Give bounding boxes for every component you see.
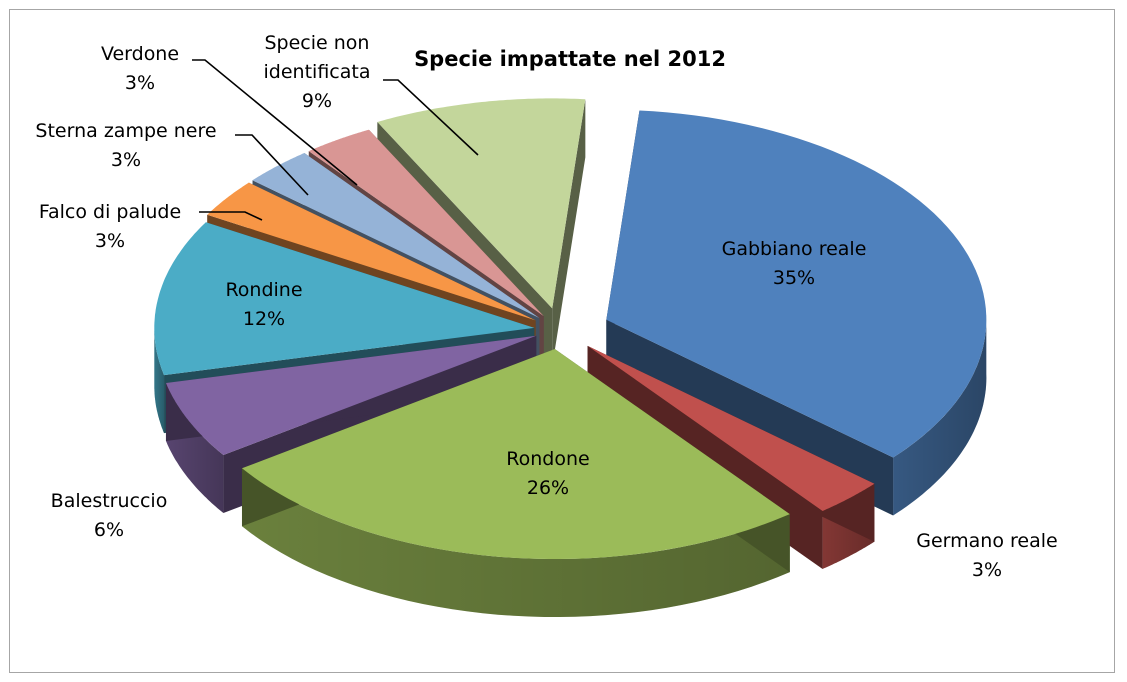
data-label-percent: 12% [243,308,285,330]
data-label-specie-non-identificata: Specie non identificata 9% [264,32,371,112]
data-label-germano-reale: Germano reale 3% [916,530,1057,581]
data-label-rondone: Rondone 26% [506,448,589,499]
chart-title: Specie impattate nel 2012 [414,47,726,71]
leader-line-5 [199,211,263,221]
data-label-name: Rondone [506,448,589,470]
slice-top-verdone [308,129,544,317]
data-label-balestruccio: Balestruccio 6% [51,490,168,541]
slice-top-falco-di-palude [207,182,536,321]
slice-top-rondone [242,349,790,559]
slice-side-shade-2-0 [242,468,790,617]
data-label-percent: 3% [972,559,1002,581]
slice-top-germano-reale [587,345,875,511]
leader-line-7 [192,59,358,186]
slice-top-sterna-zampe-nere [252,153,540,319]
data-label-name-line-1: Specie non [265,32,370,54]
data-label-percent: 35% [773,267,815,289]
slice-top-balestruccio [166,335,537,455]
data-label-name: Verdone [101,43,179,65]
slice-side-shade-4-0 [154,325,164,434]
data-label-name: Falco di palude [39,201,181,223]
data-label-verdone: Verdone 3% [101,43,179,94]
data-label-name: Sterna zampe nere [35,120,216,142]
data-label-name-line-2: identificata [264,61,371,83]
data-label-sterna-zampe-nere: Sterna zampe nere 3% [35,120,216,171]
leader-line-8 [383,79,479,156]
data-label-percent: 3% [111,149,141,171]
data-label-percent: 3% [95,230,125,252]
data-label-percent: 3% [125,72,155,94]
data-label-gabbiano-reale: Gabbiano reale 35% [722,238,867,289]
data-label-rondine: Rondine 12% [225,279,302,330]
data-label-name: Germano reale [916,530,1057,552]
data-label-name: Rondine [225,279,302,301]
data-label-falco-di-palude: Falco di palude 3% [39,201,181,252]
data-label-percent: 6% [94,519,124,541]
leader-line-6 [235,134,309,196]
data-label-percent: 9% [302,90,332,112]
data-label-percent: 26% [527,477,569,499]
slice-top-gabbiano-reale [606,110,987,458]
data-label-name: Balestruccio [51,490,168,512]
slice-top-rondine [154,222,535,376]
data-label-name: Gabbiano reale [722,238,867,260]
slice-side-shade-0-0 [893,316,987,516]
slice-wall-8-1 [552,99,586,367]
slice-top-specie-non-identificata [377,98,586,309]
